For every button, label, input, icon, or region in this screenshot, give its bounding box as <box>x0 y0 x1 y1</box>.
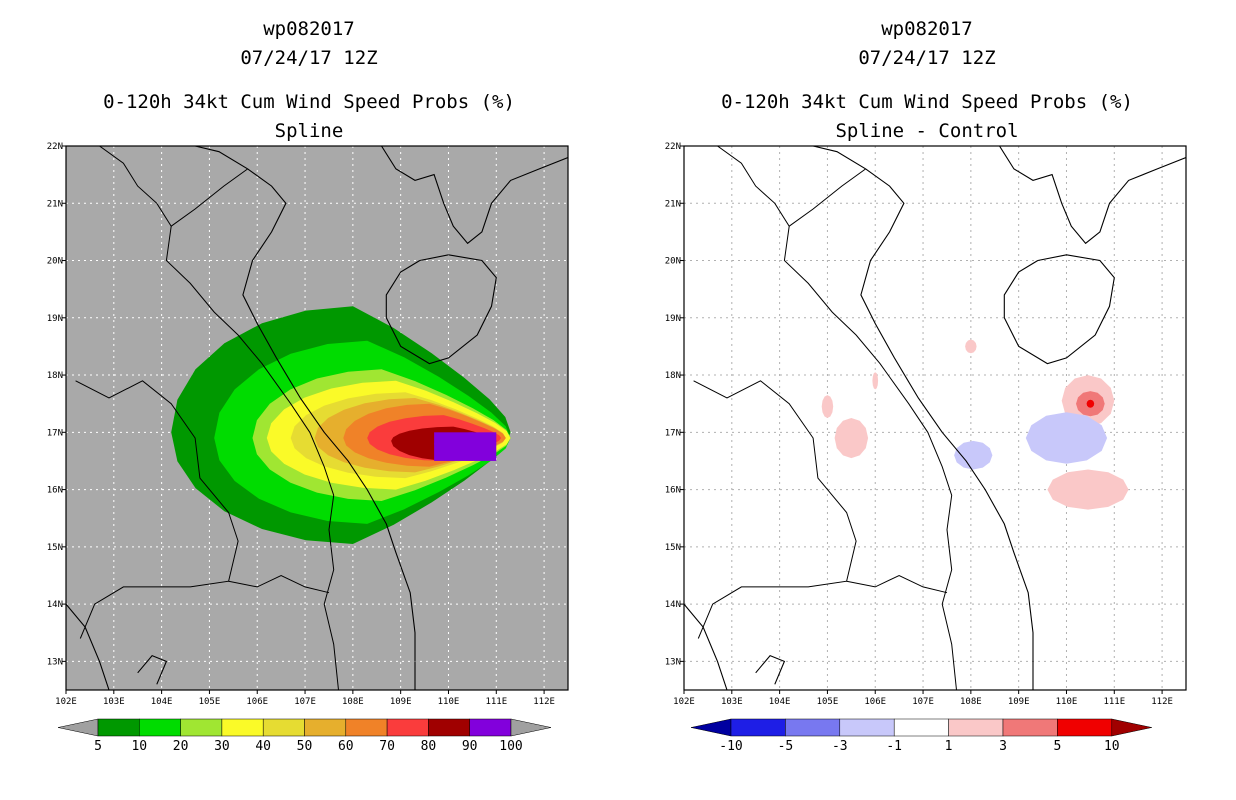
left-title-time: 07/24/17 12Z <box>240 47 378 69</box>
left-title-storm: wp082017 <box>263 18 355 40</box>
right-title-product: 0-120h 34kt Cum Wind Speed Probs (%) <box>721 91 1133 113</box>
left-title-product: 0-120h 34kt Cum Wind Speed Probs (%) <box>103 91 515 113</box>
right-title-time: 07/24/17 12Z <box>858 47 996 69</box>
left-title-subtitle: Spline <box>274 120 344 142</box>
left-panel: wp082017 07/24/17 12Z 0-120h 34kt Cum Wi… <box>103 18 515 142</box>
right-panel: wp082017 07/24/17 12Z 0-120h 34kt Cum Wi… <box>618 0 1236 800</box>
right-title-subtitle: Spline - Control <box>835 120 1019 142</box>
right-title-storm: wp082017 <box>881 18 973 40</box>
